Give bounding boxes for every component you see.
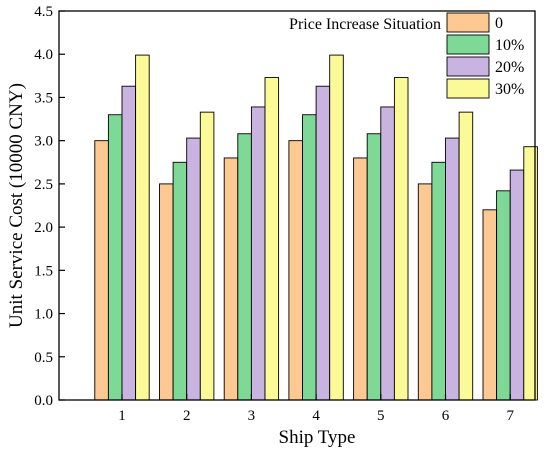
bar-type-6-series-0 bbox=[417, 183, 433, 401]
y-tick-label: 1.0 bbox=[34, 307, 53, 323]
bar-type-5-series-30pct bbox=[393, 77, 409, 401]
x-tick-label: 2 bbox=[183, 408, 191, 424]
x-tick-label: 6 bbox=[442, 408, 450, 424]
bar-type-6-series-10pct bbox=[431, 161, 446, 401]
y-tick-label: 4.0 bbox=[34, 47, 53, 63]
x-ticks: 1 2 3 4 5 6 7 bbox=[118, 394, 514, 424]
legend-swatch bbox=[446, 12, 490, 33]
bars-layer bbox=[94, 54, 538, 401]
legend-label: 20% bbox=[495, 59, 524, 76]
bar-type-3-series-30pct bbox=[264, 77, 280, 401]
bar-type-1-series-20pct bbox=[121, 85, 137, 401]
plot-frame bbox=[58, 10, 536, 401]
bar-type-2-series-10pct bbox=[172, 161, 188, 401]
y-tick-label: 2.5 bbox=[34, 177, 53, 193]
legend: Price Increase Situation 0 10% 20% 30% bbox=[289, 12, 524, 99]
bar-type-4-series-30pct bbox=[329, 54, 344, 401]
legend-swatch bbox=[446, 34, 490, 55]
x-tick-label: 1 bbox=[118, 408, 126, 424]
bar-type-5-series-10pct bbox=[366, 133, 382, 401]
bar-type-7-series-10pct bbox=[496, 190, 511, 401]
bar-type-1-series-10pct bbox=[107, 114, 123, 401]
y-tick-label: 4.5 bbox=[34, 4, 53, 20]
y-tick-label: 2.0 bbox=[34, 220, 53, 236]
bar-type-3-series-10pct bbox=[237, 133, 252, 401]
bar-type-3-series-20pct bbox=[250, 106, 266, 401]
bar-type-5-series-0 bbox=[353, 157, 368, 401]
bar-type-2-series-0 bbox=[159, 183, 174, 401]
bar-type-6-series-20pct bbox=[445, 137, 460, 401]
bar-type-4-series-20pct bbox=[315, 85, 331, 401]
x-axis-label: Ship Type bbox=[279, 427, 356, 448]
bar-type-2-series-30pct bbox=[199, 111, 215, 401]
bar-type-1-series-30pct bbox=[135, 54, 150, 401]
bar-type-2-series-20pct bbox=[186, 137, 201, 401]
y-tick-label: 0.5 bbox=[34, 350, 53, 366]
bar-type-7-series-20pct bbox=[509, 169, 525, 401]
y-ticks: 0.0 0.5 1.0 1.5 2.0 2.5 3.0 3.5 4.0 4.5 bbox=[34, 4, 65, 409]
bar-type-3-series-0 bbox=[223, 157, 239, 401]
legend-label: 30% bbox=[495, 81, 524, 98]
y-tick-label: 0.0 bbox=[34, 393, 53, 409]
legend-label: 10% bbox=[495, 37, 524, 54]
x-tick-label: 7 bbox=[506, 408, 514, 424]
y-tick-label: 1.5 bbox=[34, 263, 53, 279]
bar-type-5-series-20pct bbox=[380, 106, 395, 401]
bar-type-4-series-0 bbox=[288, 140, 303, 401]
bar-type-6-series-30pct bbox=[458, 111, 474, 401]
legend-label: 0 bbox=[495, 15, 503, 32]
bar-type-7-series-0 bbox=[482, 209, 498, 401]
x-tick-label: 3 bbox=[248, 408, 256, 424]
legend-swatch bbox=[446, 78, 490, 99]
y-tick-label: 3.5 bbox=[34, 90, 53, 106]
x-tick-label: 5 bbox=[377, 408, 385, 424]
y-axis-label: Unit Service Cost (10000 CNY) bbox=[6, 83, 27, 328]
bar-type-4-series-10pct bbox=[302, 114, 317, 401]
legend-swatch bbox=[446, 56, 490, 77]
x-tick-label: 4 bbox=[312, 408, 320, 424]
bar-type-1-series-0 bbox=[94, 140, 109, 401]
y-tick-label: 3.0 bbox=[34, 134, 53, 150]
legend-title: Price Increase Situation bbox=[289, 16, 441, 33]
